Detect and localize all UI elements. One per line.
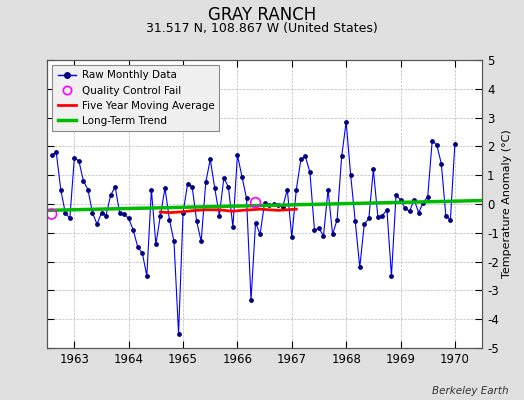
Point <box>356 264 364 270</box>
Point <box>206 156 214 162</box>
Point <box>442 212 450 219</box>
Point <box>147 186 156 193</box>
Point <box>52 149 60 155</box>
Point <box>202 179 210 186</box>
Point <box>437 160 445 167</box>
Point <box>183 181 192 187</box>
Point <box>396 196 405 203</box>
Point <box>288 234 296 240</box>
Point <box>215 212 224 219</box>
Point <box>369 166 378 173</box>
Text: GRAY RANCH: GRAY RANCH <box>208 6 316 24</box>
Point <box>383 206 391 213</box>
Point <box>152 241 160 248</box>
Point <box>229 224 237 230</box>
Point <box>238 174 246 180</box>
Y-axis label: Temperature Anomaly (°C): Temperature Anomaly (°C) <box>501 130 511 278</box>
Point <box>283 186 291 193</box>
Point <box>233 152 242 158</box>
Point <box>192 218 201 224</box>
Point <box>297 156 305 162</box>
Point <box>66 215 74 222</box>
Point <box>315 225 323 232</box>
Point <box>374 214 382 220</box>
Point <box>84 186 92 193</box>
Point <box>93 221 101 227</box>
Point <box>428 138 436 144</box>
Point <box>419 199 428 206</box>
Point <box>446 217 455 223</box>
Point <box>324 186 332 193</box>
Point <box>170 238 178 245</box>
Point <box>125 215 133 222</box>
Point <box>410 196 418 203</box>
Point <box>346 172 355 178</box>
Point <box>337 153 346 160</box>
Point <box>197 238 205 245</box>
Point <box>165 217 173 223</box>
Point <box>301 153 310 160</box>
Point <box>319 232 328 239</box>
Point <box>378 212 387 219</box>
Text: 31.517 N, 108.867 W (United States): 31.517 N, 108.867 W (United States) <box>146 22 378 35</box>
Point <box>57 186 65 193</box>
Point <box>115 210 124 216</box>
Point <box>406 208 414 214</box>
Point <box>310 227 319 233</box>
Point <box>269 201 278 207</box>
Text: Berkeley Earth: Berkeley Earth <box>432 386 508 396</box>
Point <box>97 210 106 216</box>
Point <box>401 205 409 212</box>
Point <box>161 185 169 191</box>
Point <box>188 184 196 190</box>
Point <box>211 185 219 191</box>
Point <box>433 142 441 148</box>
Point <box>360 221 368 227</box>
Point <box>134 244 142 250</box>
Point <box>274 202 282 209</box>
Point <box>252 199 260 206</box>
Point <box>256 231 264 238</box>
Point <box>174 330 183 337</box>
Point <box>351 218 359 224</box>
Point <box>120 211 128 217</box>
Point <box>106 192 115 198</box>
Point <box>333 217 341 223</box>
Point <box>342 119 351 125</box>
Point <box>247 297 255 304</box>
Point <box>224 184 233 190</box>
Point <box>252 220 260 226</box>
Point <box>70 155 79 161</box>
Point <box>260 199 269 206</box>
Point <box>414 210 423 216</box>
Point <box>392 192 400 198</box>
Point <box>156 212 165 219</box>
Point <box>48 211 56 217</box>
Point <box>305 169 314 176</box>
Point <box>129 227 137 233</box>
Point <box>138 250 147 256</box>
Point <box>451 140 459 147</box>
Point <box>365 215 373 222</box>
Point <box>329 231 337 238</box>
Point <box>265 202 274 209</box>
Point <box>242 195 250 202</box>
Point <box>88 210 96 216</box>
Point <box>111 184 119 190</box>
Point <box>387 273 396 279</box>
Legend: Raw Monthly Data, Quality Control Fail, Five Year Moving Average, Long-Term Tren: Raw Monthly Data, Quality Control Fail, … <box>52 65 220 131</box>
Point <box>423 194 432 200</box>
Point <box>179 210 187 216</box>
Point <box>143 273 151 279</box>
Point <box>279 204 287 210</box>
Point <box>292 186 300 193</box>
Point <box>48 152 56 158</box>
Point <box>74 158 83 164</box>
Point <box>61 210 70 216</box>
Point <box>79 178 88 184</box>
Point <box>220 175 228 181</box>
Point <box>102 212 110 219</box>
